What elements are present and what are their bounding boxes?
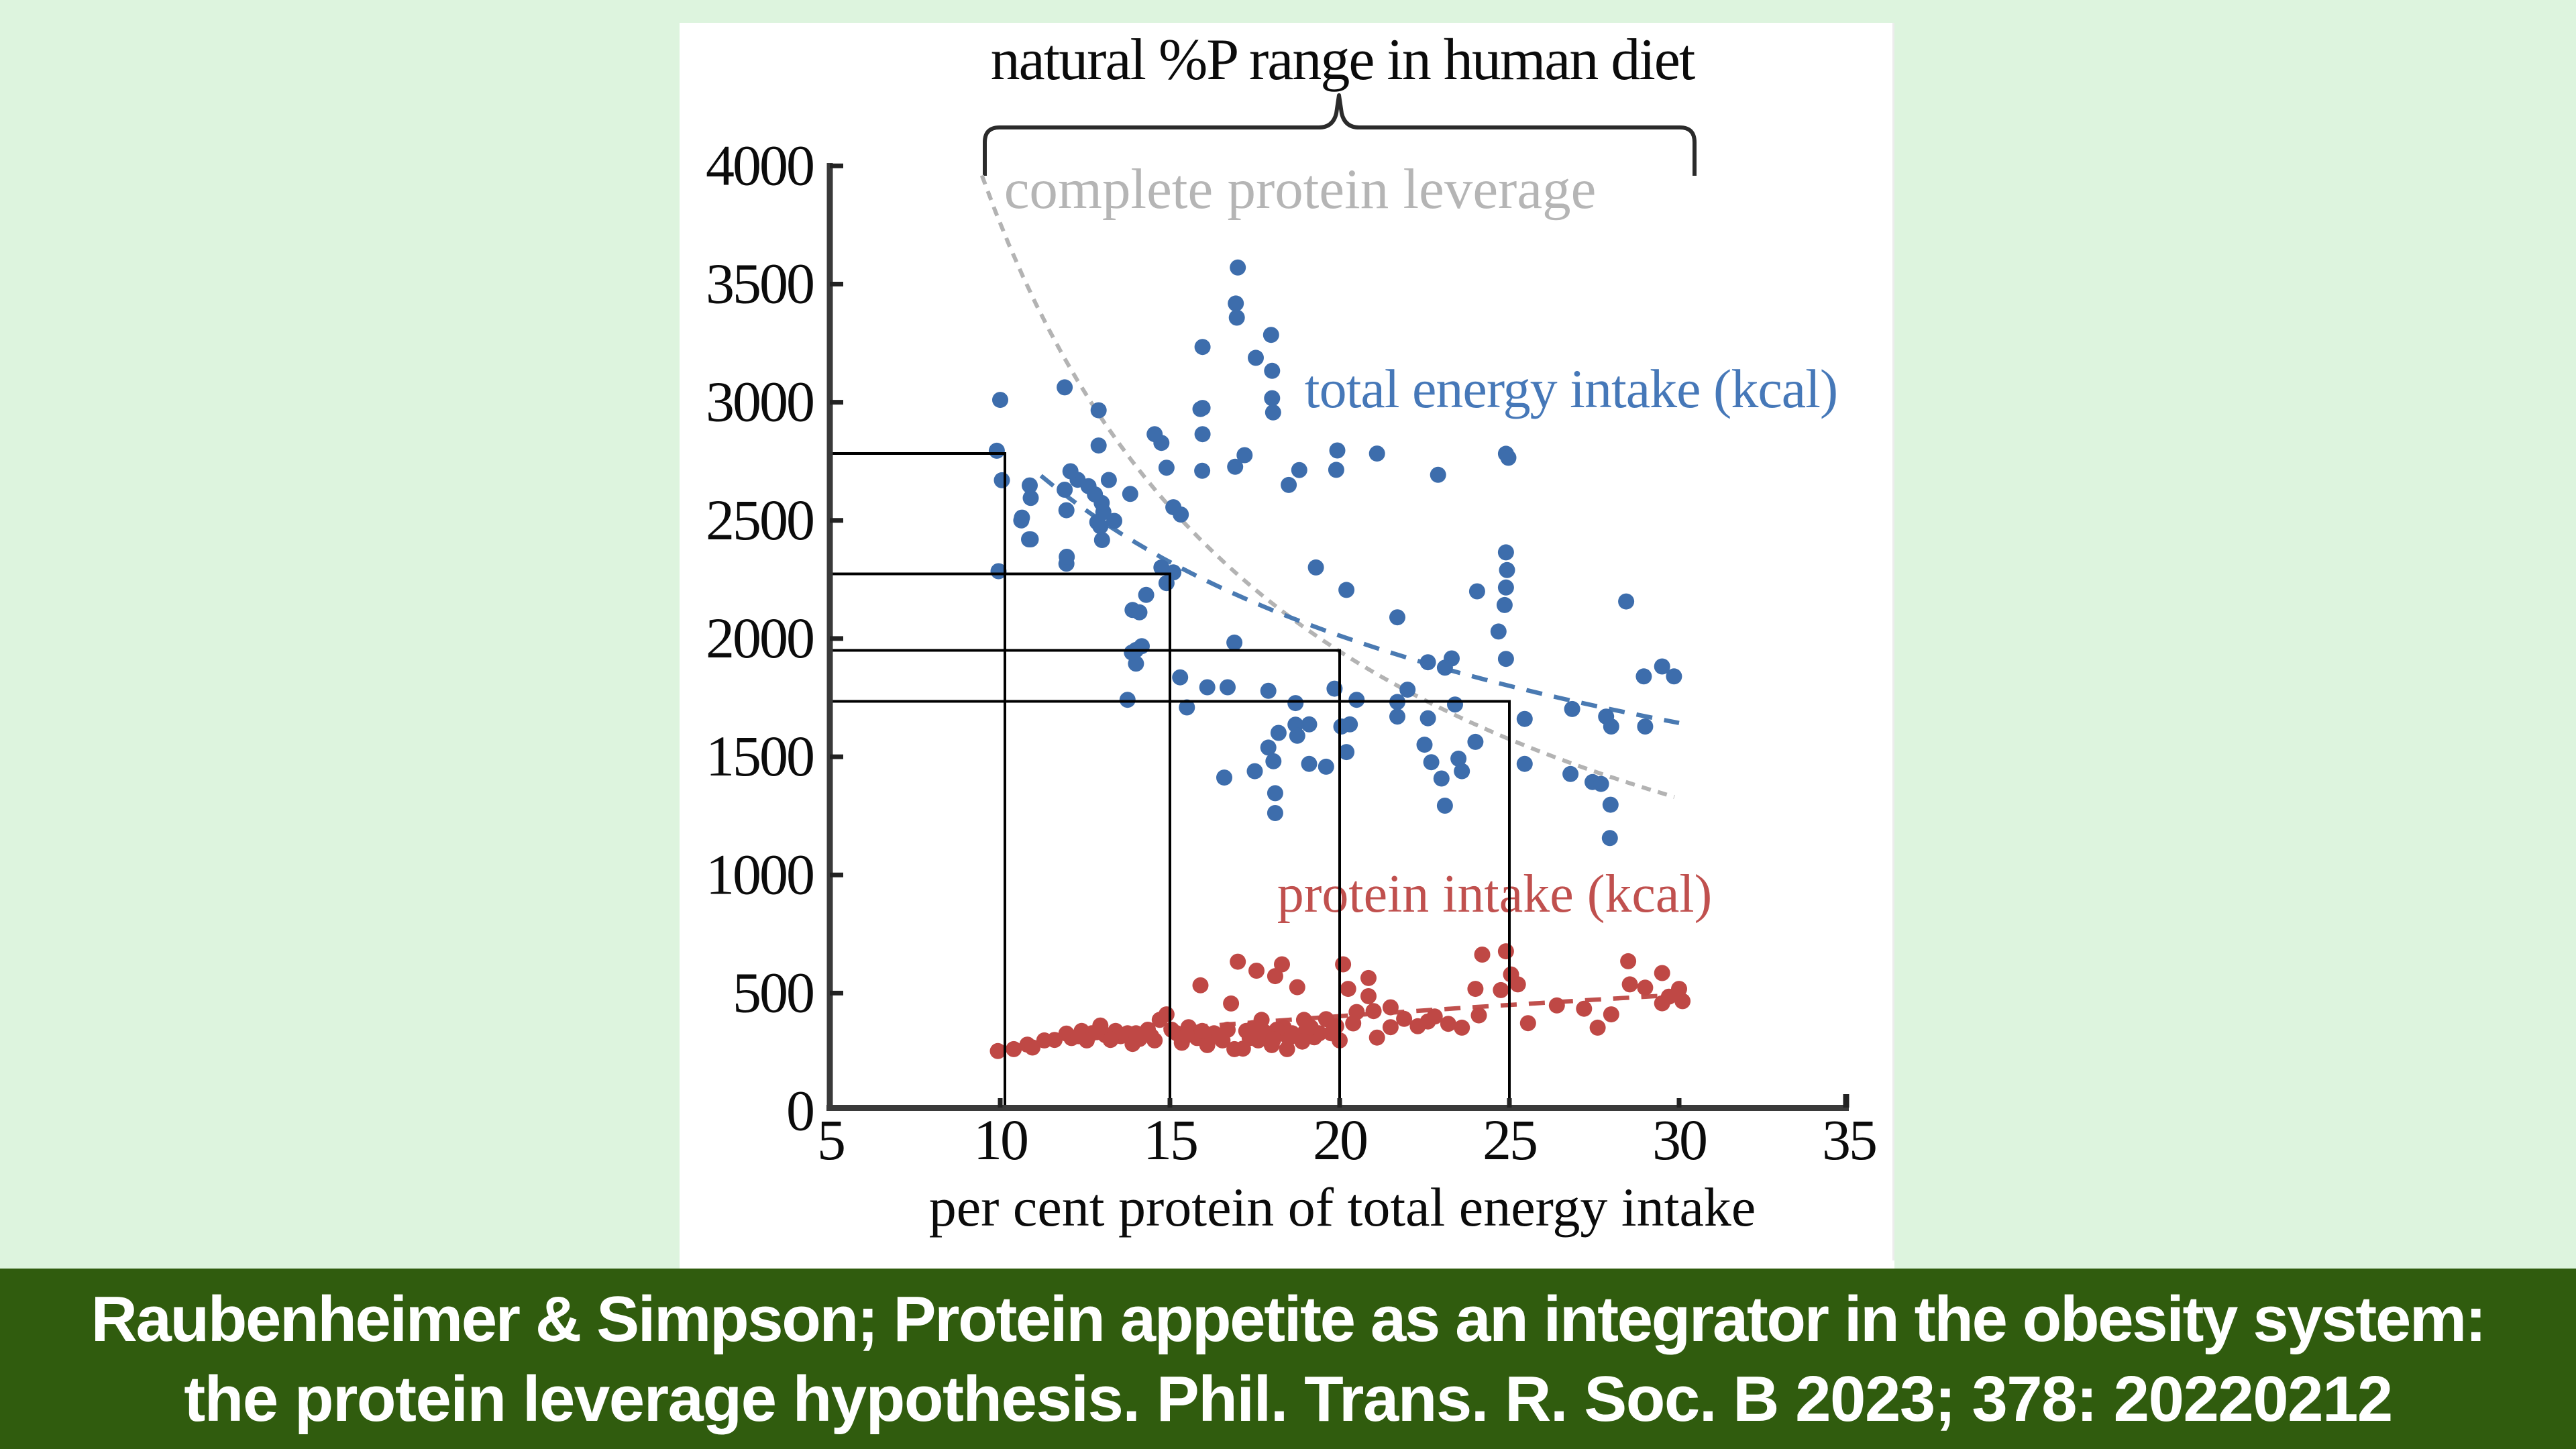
svg-text:25: 25 xyxy=(1483,1108,1536,1172)
svg-text:Raubenheimer & Simpson; Protei: Raubenheimer & Simpson; Protein appetite… xyxy=(91,1283,2485,1355)
svg-text:total energy intake (kcal): total energy intake (kcal) xyxy=(1305,358,1837,419)
svg-text:0: 0 xyxy=(786,1079,813,1143)
svg-text:2500: 2500 xyxy=(706,488,813,552)
svg-text:15: 15 xyxy=(1143,1108,1197,1172)
svg-text:5: 5 xyxy=(817,1108,844,1172)
svg-text:protein intake (kcal): protein intake (kcal) xyxy=(1277,865,1713,924)
svg-text:the protein leverage hypothesi: the protein leverage hypothesis. Phil. T… xyxy=(184,1363,2392,1435)
svg-text:1000: 1000 xyxy=(706,842,813,906)
svg-text:2000: 2000 xyxy=(706,606,813,670)
svg-text:3500: 3500 xyxy=(706,252,813,316)
svg-text:complete protein leverage: complete protein leverage xyxy=(1004,158,1597,221)
svg-text:natural %P range in human diet: natural %P range in human diet xyxy=(991,28,1695,93)
svg-text:1500: 1500 xyxy=(706,724,813,788)
svg-text:30: 30 xyxy=(1652,1108,1706,1172)
svg-text:500: 500 xyxy=(733,960,813,1024)
svg-text:10: 10 xyxy=(973,1108,1027,1172)
svg-text:35: 35 xyxy=(1822,1108,1876,1172)
svg-text:3000: 3000 xyxy=(706,370,813,434)
svg-text:per cent protein of total ener: per cent protein of total energy intake xyxy=(929,1177,1756,1238)
svg-text:4000: 4000 xyxy=(706,133,813,197)
svg-text:20: 20 xyxy=(1313,1108,1366,1172)
